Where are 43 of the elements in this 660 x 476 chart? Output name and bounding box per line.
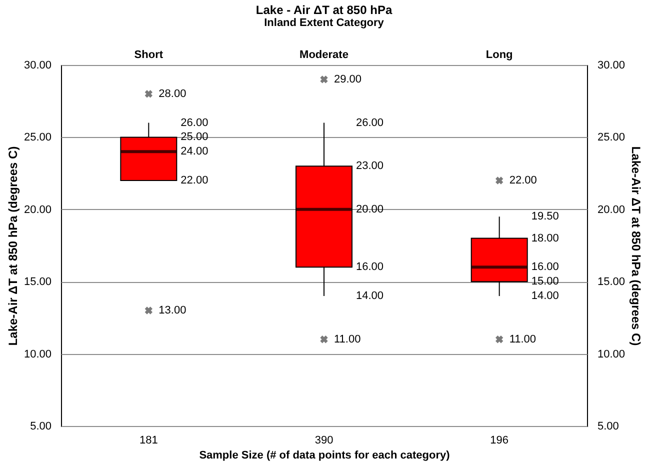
y-tick-label: 5.00 [30, 420, 52, 432]
y-tick-label: 25.00 [24, 132, 52, 144]
annotation: 14.00 [531, 290, 559, 302]
y2-axis-title: Lake-Air ΔT at 850 hPa (degrees C) [629, 146, 644, 346]
annotation: 28.00 [158, 88, 186, 100]
text: Short [134, 49, 164, 61]
annotation: 26.00 [356, 116, 384, 129]
annotation: 22.00 [509, 174, 537, 187]
y2-tick-label: 5.00 [598, 420, 619, 432]
annotation: 24.00 [180, 146, 208, 158]
annotation: 22.00 [180, 174, 208, 187]
x-tick-label: 181 [139, 434, 158, 446]
y2-tick-label: 15.00 [598, 276, 626, 288]
y2-tick-label: 10.00 [598, 348, 626, 360]
y-tick-label: 20.00 [24, 204, 52, 216]
y2-tick-label: 30.00 [598, 60, 626, 72]
annotation: 23.00 [356, 160, 384, 172]
annotation: 16.00 [356, 261, 384, 274]
annotation: 16.00 [531, 261, 559, 274]
y-axis-title: Lake-Air ΔT at 850 hPa (degrees C) [6, 146, 20, 346]
y2-tick-label: 20.00 [598, 204, 626, 216]
annotation: 11.00 [509, 333, 536, 346]
y2-tick-label: 25.00 [598, 132, 626, 144]
y-tick-label: 30.00 [24, 60, 52, 72]
x-tick-label: 196 [490, 434, 509, 446]
annotation: 18.00 [531, 232, 559, 244]
annotation: 25.00 [180, 131, 208, 144]
x-axis-title: Sample Size (# of data points for each category) [199, 450, 450, 462]
annotation: 11.00 [334, 333, 361, 346]
chart-title: Lake - Air ΔT at 850 hPa [256, 3, 392, 17]
annotation: 13.00 [158, 304, 186, 316]
y-tick-label: 10.00 [24, 348, 52, 360]
annotation: 26.00 [180, 116, 208, 129]
annotation: 19.50 [531, 210, 559, 223]
annotation: 15.00 [531, 276, 559, 288]
text: Moderate [300, 49, 348, 61]
annotation: 29.00 [334, 73, 362, 86]
chart-subtitle: Inland Extent Category [264, 17, 385, 29]
text: Long [486, 49, 513, 61]
x-tick-label: 390 [314, 434, 334, 446]
annotation: 14.00 [356, 290, 384, 302]
annotation: 20.00 [356, 203, 384, 216]
y-tick-label: 15.00 [24, 276, 52, 288]
